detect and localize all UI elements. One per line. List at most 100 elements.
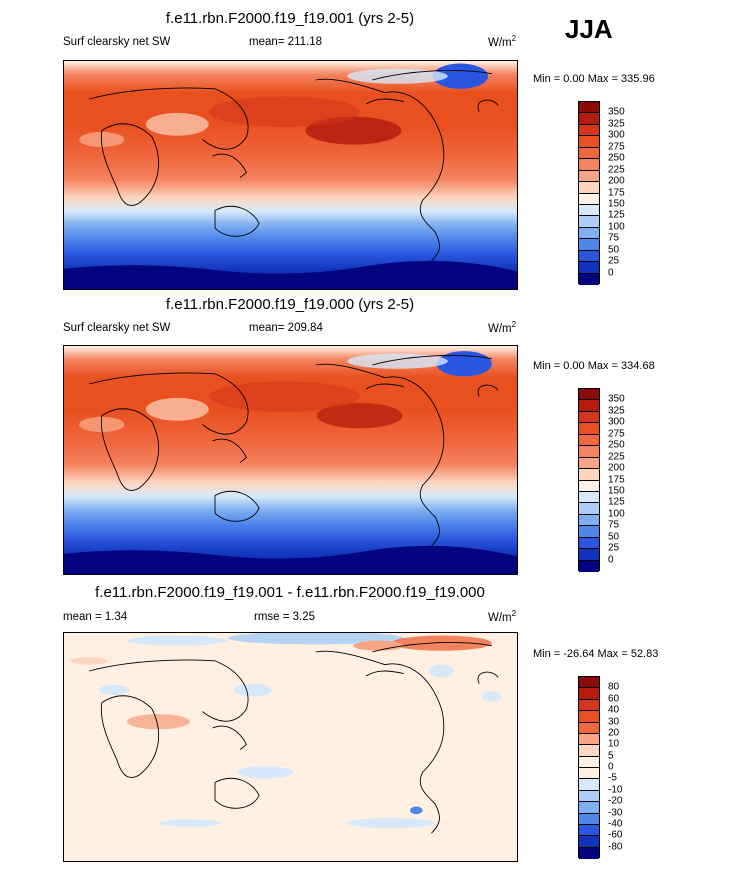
colorbar-swatch (579, 824, 599, 837)
colorbar-swatch (579, 193, 599, 205)
colorbar-label: 350 (608, 106, 625, 118)
colorbar-swatch (579, 113, 599, 125)
panel2-minmax: Min = 0.00 Max = 334.68 (533, 360, 655, 372)
panel1-map-canvas (64, 61, 517, 289)
colorbar-swatch (579, 411, 599, 424)
colorbar-swatch (579, 503, 599, 515)
colorbar-label: 0 (608, 554, 614, 566)
colorbar-swatch (579, 699, 599, 712)
colorbar-swatch (579, 813, 599, 825)
colorbar-label: 100 (608, 508, 625, 520)
colorbar-label: 5 (608, 750, 614, 762)
colorbar-label: -60 (608, 829, 623, 841)
colorbar-swatch (579, 480, 599, 492)
colorbar-swatch (579, 389, 599, 401)
colorbar-label: 275 (608, 428, 625, 440)
colorbar-label: 20 (608, 727, 620, 739)
colorbar-swatch (579, 549, 599, 561)
colorbar-swatch (579, 216, 599, 228)
colorbar-label: 10 (608, 738, 620, 750)
colorbar-swatch (579, 733, 599, 746)
colorbar-label: 75 (608, 519, 620, 531)
colorbar-swatch (579, 836, 599, 848)
panel3-colorbar (578, 676, 600, 859)
panel3-title: f.e11.rbn.F2000.f19_f19.001 - f.e11.rbn.… (95, 584, 485, 601)
colorbar-swatch (579, 262, 599, 274)
colorbar-swatch (579, 711, 599, 723)
colorbar-label: 0 (608, 761, 614, 773)
panel3-minmax: Min = -26.64 Max = 52.83 (533, 648, 659, 660)
colorbar-label: 175 (608, 474, 625, 485)
colorbar-label: 100 (608, 221, 625, 233)
colorbar-swatch (579, 239, 599, 251)
colorbar-label: 300 (608, 416, 625, 428)
colorbar-swatch (579, 768, 599, 780)
colorbar-label: 225 (608, 451, 625, 463)
colorbar-swatch (579, 273, 599, 285)
colorbar-swatch (579, 560, 599, 572)
colorbar-label: 175 (608, 187, 625, 198)
colorbar-label: 200 (608, 462, 625, 474)
colorbar-swatch (579, 159, 599, 171)
panel2-colorbar (578, 388, 600, 572)
panel1-colorbar (578, 101, 600, 285)
colorbar-label: 150 (608, 198, 625, 210)
panel3-mean: mean = 1.34 (63, 611, 128, 623)
colorbar-swatch (579, 250, 599, 263)
colorbar-label: -30 (608, 807, 623, 818)
panel1-field-label: Surf clearsky net SW (63, 36, 171, 48)
colorbar-label: 275 (608, 141, 625, 153)
colorbar-label: 0 (608, 267, 614, 279)
colorbar-swatch (579, 124, 599, 137)
colorbar-label: 250 (608, 439, 625, 451)
colorbar-swatch (579, 779, 599, 791)
colorbar-label: 40 (608, 704, 620, 716)
colorbar-label: 25 (608, 542, 620, 554)
colorbar-label: 75 (608, 232, 620, 244)
colorbar-swatch (579, 446, 599, 458)
panel3-units: W/m2 (488, 609, 517, 624)
colorbar-swatch (579, 170, 599, 183)
colorbar-swatch (579, 102, 599, 114)
colorbar-label: 125 (608, 209, 625, 221)
colorbar-swatch (579, 136, 599, 148)
panel2-title: f.e11.rbn.F2000.f19_f19.000 (yrs 2-5) (165, 296, 415, 313)
panel1-units: W/m2 (488, 34, 517, 49)
colorbar-swatch (579, 491, 599, 504)
panel1-title: f.e11.rbn.F2000.f19_f19.001 (yrs 2-5) (165, 10, 415, 27)
colorbar-label: 30 (608, 716, 620, 727)
colorbar-swatch (579, 457, 599, 470)
colorbar-swatch (579, 526, 599, 538)
panel1-mean: mean= 211.18 (249, 36, 322, 48)
colorbar-label: 125 (608, 496, 625, 508)
colorbar-swatch (579, 722, 599, 734)
panel3-map (63, 632, 518, 862)
colorbar-swatch (579, 790, 599, 803)
colorbar-swatch (579, 147, 599, 160)
colorbar-swatch (579, 847, 599, 859)
panel2-map (63, 345, 518, 575)
panel3-rmse: rmse = 3.25 (254, 611, 316, 623)
colorbar-swatch (579, 227, 599, 240)
colorbar-swatch (579, 514, 599, 527)
colorbar-label: 60 (608, 693, 620, 705)
colorbar-label: -10 (608, 784, 623, 796)
colorbar-label: 50 (608, 244, 620, 256)
colorbar-label: -80 (608, 841, 623, 853)
colorbar-swatch (579, 434, 599, 447)
colorbar-label: -40 (608, 818, 623, 830)
colorbar-label: 50 (608, 531, 620, 543)
colorbar-swatch (579, 400, 599, 412)
colorbar-swatch (579, 756, 599, 768)
colorbar-label: 200 (608, 175, 625, 187)
panel2-mean: mean= 209.84 (249, 322, 323, 334)
colorbar-label: 25 (608, 255, 620, 267)
colorbar-swatch (579, 745, 599, 757)
colorbar-swatch (579, 182, 599, 194)
season-label: JJA (565, 14, 613, 44)
colorbar-label: 225 (608, 164, 625, 176)
colorbar-swatch (579, 677, 599, 689)
colorbar-swatch (579, 204, 599, 217)
colorbar-label: 300 (608, 129, 625, 141)
colorbar-swatch (579, 469, 599, 481)
